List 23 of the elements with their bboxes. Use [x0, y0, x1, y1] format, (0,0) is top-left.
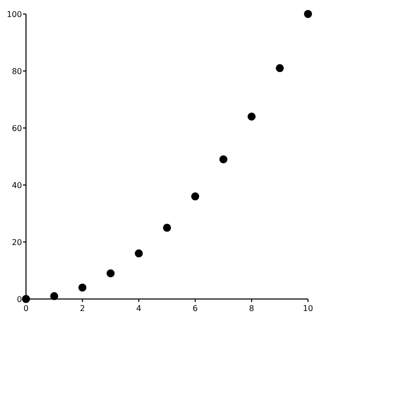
- point: [106, 269, 115, 278]
- point: [134, 249, 143, 258]
- y-tick-label: 60: [12, 124, 22, 133]
- x-tick-label: 4: [136, 304, 142, 313]
- y-tick-label: 40: [12, 180, 22, 190]
- point: [22, 295, 30, 303]
- x-tick-label: 8: [249, 304, 254, 313]
- y-tick-label: 100: [6, 10, 22, 19]
- point: [276, 64, 284, 72]
- x-tick-label: 10: [302, 304, 314, 313]
- x-tick-label: 2: [80, 304, 85, 313]
- x-tick-label: 0: [23, 304, 29, 313]
- point: [191, 192, 200, 200]
- x-tick-label: 6: [192, 304, 198, 313]
- y-tick-label: 80: [12, 66, 22, 76]
- point: [304, 10, 312, 18]
- point: [248, 112, 256, 121]
- point: [50, 292, 58, 300]
- y-tick-label: 0: [16, 294, 22, 304]
- y-tick-label: 20: [12, 238, 22, 247]
- point: [78, 284, 86, 292]
- point: [163, 224, 171, 232]
- point: [219, 155, 228, 164]
